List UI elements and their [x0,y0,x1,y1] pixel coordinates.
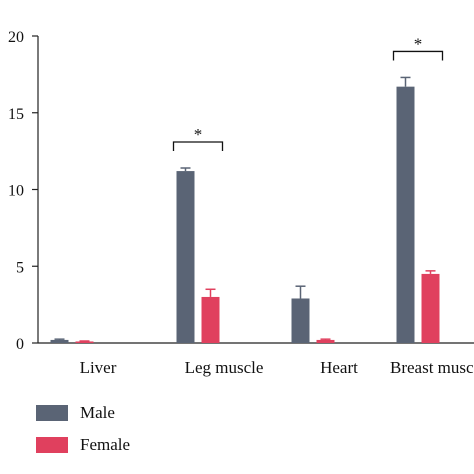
y-tick-label: 0 [16,336,24,353]
bars [50,76,440,343]
x-tick-label: Heart [320,358,358,377]
legend-item-female: Female [36,432,130,458]
significance-bracket [172,141,224,152]
bar-female-heart [316,339,335,343]
y-axis: 0 5 10 15 20 [8,29,39,353]
x-tick-label: Leg muscle [185,358,264,377]
legend: Male Female [36,400,130,464]
legend-label-female: Female [80,435,131,454]
x-tick-label: Breast musc [390,358,474,377]
significance-bracket [392,50,444,61]
bar-female-leg-muscle [201,296,220,343]
significance-star: * [414,34,423,53]
bar-male-leg-muscle [176,171,195,343]
legend-swatch-female [36,437,68,453]
y-tick-label: 20 [8,29,24,46]
bar-female-breast-muscle [421,273,440,343]
bar-male-liver [50,339,69,343]
legend-swatch-male [36,405,68,421]
y-tick-label: 10 [8,183,24,200]
legend-label-male: Male [80,403,115,422]
bar-male-breast-muscle [396,86,415,343]
x-tick-label: Liver [80,358,117,377]
x-axis: Liver Leg muscle Heart Breast musc [38,342,474,377]
y-tick-label: 15 [8,106,24,123]
significance-markers: ** [172,34,444,152]
significance-star: * [194,125,203,144]
legend-item-male: Male [36,400,130,426]
bar-male-heart [291,298,310,343]
y-tick-label: 5 [16,259,24,276]
bar-female-liver [75,341,94,343]
